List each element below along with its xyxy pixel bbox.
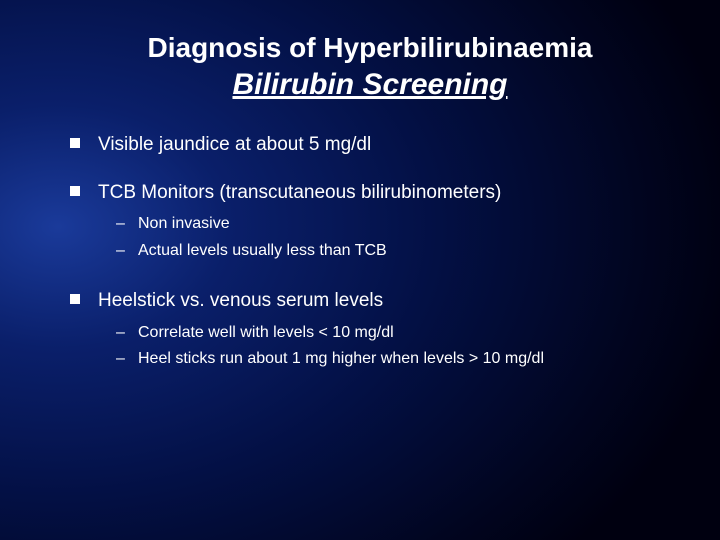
sub-text: Correlate well with levels < 10 mg/dl (138, 322, 394, 344)
dash-icon: – (116, 322, 128, 344)
dash-icon: – (116, 213, 128, 235)
slide: Diagnosis of Hyperbilirubinaemia Bilirub… (0, 0, 720, 540)
sub-text: Heel sticks run about 1 mg higher when l… (138, 348, 544, 370)
bullet-item: TCB Monitors (transcutaneous bilirubinom… (70, 180, 670, 266)
bullet-content: Heelstick vs. venous serum levels – Corr… (98, 288, 670, 374)
sub-item: – Non invasive (116, 213, 670, 235)
bullet-text: TCB Monitors (transcutaneous bilirubinom… (98, 182, 501, 203)
bullet-content: Visible jaundice at about 5 mg/dl (98, 132, 670, 158)
bullet-list: Visible jaundice at about 5 mg/dl TCB Mo… (70, 132, 670, 374)
title-line-1: Diagnosis of Hyperbilirubinaemia (70, 30, 670, 65)
sub-text: Non invasive (138, 213, 230, 235)
sub-text: Actual levels usually less than TCB (138, 240, 387, 262)
sub-item: – Actual levels usually less than TCB (116, 240, 670, 262)
bullet-item: Heelstick vs. venous serum levels – Corr… (70, 288, 670, 374)
square-bullet-icon (70, 186, 80, 196)
square-bullet-icon (70, 138, 80, 148)
sub-item: – Correlate well with levels < 10 mg/dl (116, 322, 670, 344)
bullet-text: Visible jaundice at about 5 mg/dl (98, 134, 371, 155)
sub-list: – Correlate well with levels < 10 mg/dl … (116, 322, 670, 371)
dash-icon: – (116, 240, 128, 262)
title-block: Diagnosis of Hyperbilirubinaemia Bilirub… (70, 30, 670, 104)
bullet-item: Visible jaundice at about 5 mg/dl (70, 132, 670, 158)
title-line-2: Bilirubin Screening (70, 65, 670, 104)
square-bullet-icon (70, 294, 80, 304)
bullet-text: Heelstick vs. venous serum levels (98, 290, 383, 311)
dash-icon: – (116, 348, 128, 370)
bullet-content: TCB Monitors (transcutaneous bilirubinom… (98, 180, 670, 266)
sub-list: – Non invasive – Actual levels usually l… (116, 213, 670, 262)
sub-item: – Heel sticks run about 1 mg higher when… (116, 348, 670, 370)
